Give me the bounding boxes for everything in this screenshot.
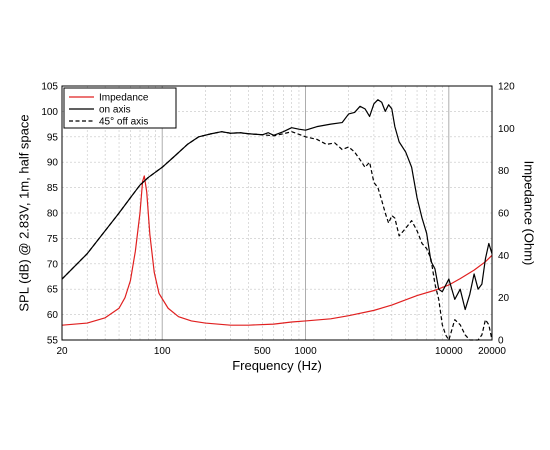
series-line-impedance bbox=[61, 175, 493, 326]
y2-tick-label: 0 bbox=[498, 336, 504, 347]
plot-frame bbox=[61, 85, 493, 341]
y2-tick-label: 40 bbox=[498, 251, 510, 262]
y2-tick-label: 60 bbox=[498, 209, 510, 220]
x-tick-label: 10000 bbox=[435, 346, 463, 357]
legend-box bbox=[63, 87, 177, 129]
y-tick-label: 105 bbox=[41, 82, 58, 93]
series-lines bbox=[61, 99, 493, 341]
x-tick-label: 20000 bbox=[478, 346, 506, 357]
legend: Impedance on axis 45° off axis bbox=[63, 87, 177, 129]
x-tick-label: 1000 bbox=[294, 346, 317, 357]
y2-tick-label: 80 bbox=[498, 166, 510, 177]
x-axis-title: Frequency (Hz) bbox=[232, 358, 322, 373]
y-tick-label: 80 bbox=[47, 209, 59, 220]
y-axis-title: SPL (dB) @ 2.83V, 1m, half space bbox=[16, 114, 31, 311]
y2-axis-title: Impedance (Ohm) bbox=[522, 161, 537, 266]
y-tick-label: 100 bbox=[41, 107, 58, 118]
tick-labels: 20 100 500 1000 10000 20000556065707580859095… bbox=[41, 82, 515, 358]
y-tick-label: 60 bbox=[47, 310, 59, 321]
y-tick-label: 70 bbox=[47, 259, 59, 270]
y-tick-label: 90 bbox=[47, 158, 59, 169]
x-tick-label: 500 bbox=[254, 346, 271, 357]
y2-tick-label: 20 bbox=[498, 293, 510, 304]
y-tick-label: 75 bbox=[47, 234, 59, 245]
y2-tick-label: 120 bbox=[498, 82, 515, 93]
x-tick-label: 20 bbox=[56, 346, 68, 357]
y-tick-label: 85 bbox=[47, 183, 59, 194]
y-tick-label: 95 bbox=[47, 132, 59, 143]
y2-tick-label: 100 bbox=[498, 124, 515, 135]
series-line-on-axis bbox=[61, 99, 493, 311]
legend-label-impedance: Impedance bbox=[99, 93, 149, 104]
legend-label-off-axis: 45° off axis bbox=[99, 117, 148, 128]
legend-label-on-axis: on axis bbox=[99, 105, 131, 116]
series-line-45-off-axis bbox=[61, 131, 493, 341]
x-tick-label: 100 bbox=[154, 346, 171, 357]
y-tick-label: 55 bbox=[47, 336, 59, 347]
y-tick-label: 65 bbox=[47, 285, 59, 296]
